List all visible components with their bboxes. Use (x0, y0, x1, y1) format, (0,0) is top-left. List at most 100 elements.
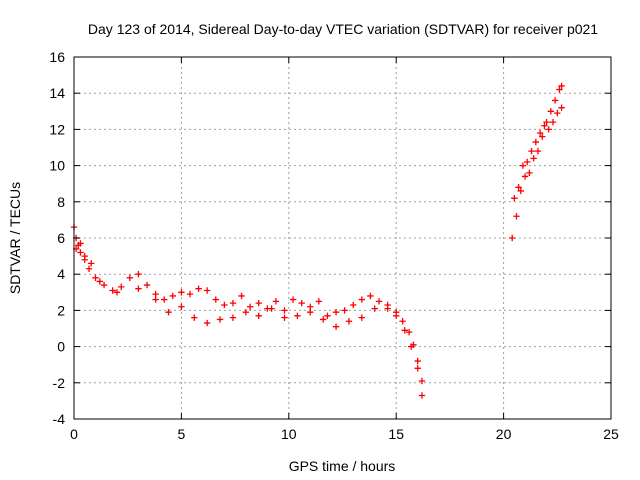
data-point (549, 118, 557, 126)
y-tick-label: 4 (57, 266, 65, 282)
data-point (85, 265, 93, 272)
data-point (113, 289, 121, 296)
data-point (77, 249, 84, 256)
data-point (77, 240, 84, 247)
data-point (526, 169, 533, 177)
data-point (242, 309, 250, 316)
data-point (229, 299, 237, 307)
data-point (165, 309, 172, 316)
data-point (281, 314, 288, 321)
x-tick-label: 20 (496, 426, 512, 442)
data-point (393, 312, 400, 320)
y-tick-label: 0 (57, 339, 65, 355)
y-tick-label: 10 (49, 158, 65, 174)
axis-ticks: 0 5 10 15 20 25 -4 -2 0 2 4 6 8 10 12 14 16 (49, 49, 619, 442)
data-point (551, 97, 559, 104)
series-track-d (511, 104, 565, 202)
data-point (161, 296, 168, 303)
data-point (191, 314, 198, 321)
data-point (126, 274, 134, 282)
data-point (515, 184, 522, 191)
data-point (414, 365, 421, 372)
data-point (534, 147, 542, 155)
data-series (70, 82, 565, 399)
data-point (371, 305, 378, 312)
data-point (152, 296, 159, 303)
data-point (178, 303, 185, 310)
data-point (178, 289, 185, 296)
data-point (556, 86, 563, 93)
y-tick-label: 6 (57, 230, 65, 246)
data-point (100, 281, 108, 289)
data-point (298, 299, 305, 307)
y-tick-label: 12 (49, 121, 65, 137)
data-point (324, 312, 331, 320)
data-point (203, 287, 211, 294)
data-point (135, 285, 142, 292)
data-point (281, 307, 288, 314)
data-point (524, 158, 531, 166)
data-point (414, 357, 421, 365)
data-point (169, 292, 177, 300)
data-point (109, 287, 116, 294)
data-point (268, 305, 275, 312)
series-track-b (72, 240, 426, 399)
data-point (229, 314, 237, 321)
data-point (384, 305, 391, 312)
data-point (195, 285, 202, 292)
data-point (143, 281, 151, 289)
data-point (408, 343, 415, 350)
data-point (528, 147, 535, 155)
y-tick-label: 14 (49, 85, 65, 101)
y-tick-label: 8 (57, 194, 65, 210)
data-point (554, 109, 561, 117)
data-point (294, 312, 301, 320)
grid (74, 57, 611, 419)
x-axis-label: GPS time / hours (289, 458, 396, 474)
data-point (350, 301, 357, 309)
data-point (255, 299, 262, 307)
data-point (216, 316, 224, 323)
data-point (96, 278, 103, 285)
data-point (401, 327, 408, 334)
data-point (221, 301, 228, 309)
data-point (152, 290, 159, 298)
data-point (238, 292, 245, 300)
y-tick-label: 16 (49, 49, 65, 65)
y-tick-label: -2 (53, 375, 66, 391)
data-point (135, 271, 142, 278)
data-point (539, 133, 546, 140)
data-point (246, 303, 254, 310)
chart-title: Day 123 of 2014, Sidereal Day-to-day VTE… (88, 21, 598, 37)
data-point (255, 312, 262, 320)
y-tick-label: 2 (57, 302, 65, 318)
data-point (511, 194, 518, 202)
data-point (418, 377, 426, 385)
data-point (118, 283, 125, 291)
data-point (186, 290, 194, 298)
data-point (81, 252, 88, 260)
data-point (92, 274, 99, 282)
data-point (358, 314, 366, 321)
data-point (203, 319, 211, 327)
x-tick-label: 0 (70, 426, 78, 442)
data-point (543, 118, 550, 126)
data-point (536, 129, 544, 137)
data-point (289, 296, 297, 303)
x-tick-label: 25 (603, 426, 619, 442)
data-point (332, 323, 340, 330)
series-track-c (508, 82, 565, 242)
data-point (345, 318, 353, 325)
data-point (319, 316, 327, 323)
data-point (332, 309, 340, 316)
data-point (519, 162, 527, 169)
data-point (358, 296, 366, 303)
x-tick-label: 10 (281, 426, 297, 442)
data-point (545, 126, 552, 133)
data-point (341, 307, 348, 314)
data-point (367, 292, 374, 300)
data-point (399, 318, 406, 325)
data-point (307, 303, 314, 310)
data-point (513, 213, 520, 220)
